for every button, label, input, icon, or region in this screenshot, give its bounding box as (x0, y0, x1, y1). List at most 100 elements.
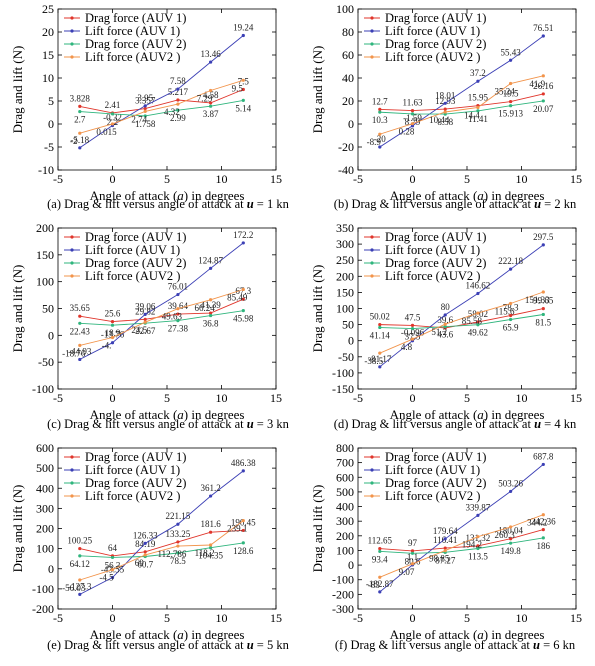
data-point (476, 544, 480, 548)
legend-marker (370, 494, 374, 498)
legend-marker (370, 29, 374, 33)
y-axis-label: Drag and lift (N) (10, 265, 25, 353)
data-label: 39.6 (437, 315, 453, 325)
x-tick-label: 0 (110, 391, 116, 405)
data-label: 100.25 (67, 536, 92, 546)
y-tick-label: 700 (336, 456, 354, 470)
y-tick-label: -200 (32, 602, 54, 616)
y-tick-label: -100 (32, 582, 54, 596)
legend-label: Lift force (AUV 1) (85, 24, 180, 38)
y-tick-label: -100 (32, 382, 54, 396)
data-label: 50.02 (370, 312, 390, 322)
data-point (541, 99, 545, 103)
x-tick-label: 10 (516, 391, 528, 405)
x-axis-label: Angle of attack (a) in degrees (390, 407, 545, 422)
y-tick-label: 200 (36, 221, 54, 235)
data-point (541, 243, 545, 247)
data-point (143, 312, 147, 316)
data-point (110, 341, 115, 345)
data-point (209, 543, 213, 547)
series-line-1 (79, 529, 244, 557)
x-tick-label: 15 (570, 391, 582, 405)
data-label: 3.828 (70, 93, 91, 103)
x-tick-label: 15 (270, 172, 282, 186)
panel-caption: (e) Drag & lift versus angle of attack a… (47, 638, 289, 652)
data-label: 112.786 (157, 549, 186, 559)
data-label: -81.17 (368, 354, 392, 364)
series-line-3 (379, 537, 544, 554)
data-label: 49.62 (468, 328, 488, 338)
data-point (209, 313, 213, 318)
data-point (378, 365, 382, 369)
data-point (176, 522, 180, 526)
data-label: 7.29 (197, 93, 213, 103)
series-line-3 (79, 310, 244, 326)
data-label: 15.95 (468, 93, 489, 103)
legend-marker (70, 55, 74, 59)
y-tick-label: 0 (348, 334, 354, 348)
data-label: 112.65 (368, 536, 393, 546)
y-tick-label: 400 (336, 500, 354, 514)
data-point (541, 74, 545, 78)
data-label: 19.24 (233, 22, 254, 32)
data-point (241, 541, 245, 545)
y-tick-label: 100 (336, 543, 354, 557)
data-label: 78.3 (503, 302, 519, 312)
y-tick-label: 350 (336, 221, 354, 235)
legend: Drag force (AUV 1)Lift force (AUV 1)Drag… (364, 450, 486, 503)
data-point (176, 108, 180, 112)
y-tick-label: -50 (338, 350, 354, 364)
data-label: 9.07 (399, 567, 415, 577)
y-tick-label: -100 (332, 573, 354, 587)
data-label: 2.74 (131, 114, 147, 124)
data-label: 41.9 (529, 79, 545, 89)
data-point (509, 81, 513, 86)
y-tick-label: -20 (338, 140, 354, 154)
data-label: 10.44 (429, 115, 450, 125)
data-point (476, 323, 480, 327)
legend-label: Drag force (AUV 2) (385, 37, 486, 51)
y-axis-label: Drag and lift (N) (10, 46, 25, 134)
data-point (476, 513, 480, 517)
data-label: 221.15 (166, 511, 191, 521)
legend-marker (370, 55, 374, 59)
data-label: 2.2 (107, 117, 118, 127)
data-point (209, 494, 213, 498)
series-line-4 (379, 291, 544, 354)
y-tick-label: 100 (336, 302, 354, 316)
data-label: 7.58 (170, 76, 186, 86)
data-point (241, 287, 245, 292)
series-line-4 (379, 75, 544, 135)
data-point (541, 528, 545, 532)
data-point (476, 105, 480, 110)
panel-5: -5 0 5 10 15 -200 -100 0 100 200 300 400 500 600 Angle… (10, 441, 290, 652)
data-label: 29.82 (135, 306, 155, 316)
data-point (176, 544, 180, 548)
data-point (541, 307, 545, 311)
y-tick-label: 60 (342, 48, 354, 62)
data-label: 39.06 (135, 301, 156, 311)
data-point (78, 146, 82, 150)
data-point (378, 549, 382, 554)
series-line-1 (79, 89, 244, 114)
data-label: 43.6 (437, 330, 453, 340)
y-tick-label: 50 (42, 302, 54, 316)
data-label: 27.38 (168, 324, 189, 334)
legend-label: Lift force (AUV2 ) (85, 489, 180, 503)
data-point (378, 351, 382, 355)
data-label: 222.18 (498, 256, 523, 266)
legend-label: Drag force (AUV 2) (385, 476, 486, 490)
data-point (410, 122, 415, 126)
data-point (378, 325, 382, 330)
data-label: 181.6 (200, 519, 221, 529)
data-point (143, 553, 147, 557)
y-tick-label: 300 (336, 514, 354, 528)
panel-caption: (c) Drag & lift versus angle of attack a… (47, 417, 289, 431)
data-point (476, 79, 480, 83)
data-label: 12.93 (435, 96, 456, 106)
y-tick-label: 300 (336, 237, 354, 251)
panel-4: -5 0 5 10 15-150-100-50050100150200250300350… (310, 221, 582, 431)
data-label: 180.04 (498, 526, 523, 536)
data-label: -0.096 (401, 328, 425, 338)
